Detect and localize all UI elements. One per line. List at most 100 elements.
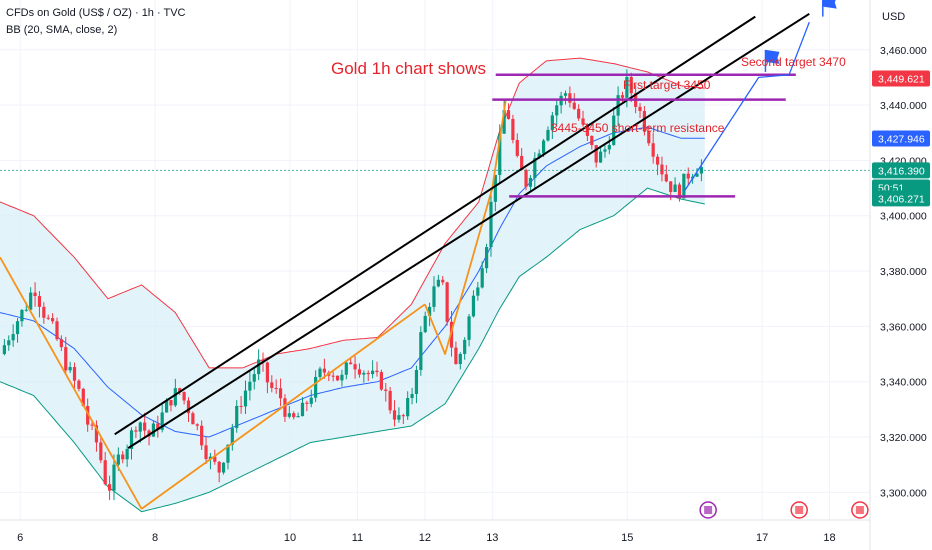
candle-body [217,461,221,473]
candle-body [305,402,309,404]
candle-body [230,428,234,445]
candle-body [314,376,318,398]
candle-body [397,415,401,420]
candle-body [515,140,519,156]
price-label-box [872,162,930,179]
x-tick-label: 13 [486,532,498,544]
candle-body [647,131,651,144]
candle-body [598,151,603,163]
indicator-label[interactable]: BB (20, SMA, close, 2) [6,24,118,36]
candle-body [51,318,55,322]
y-tick-label: 3,300.000 [880,487,927,499]
trendlines [0,0,870,510]
candle-body [221,462,226,473]
candle-body [524,169,528,187]
candle-body [296,416,300,418]
candle-body [11,334,15,341]
candle-body [458,353,462,365]
candle-body [607,144,611,150]
candle-body [195,424,199,426]
candle-body [550,115,554,130]
candle-body [533,158,537,178]
candle-body [401,415,405,417]
candle-body [349,362,353,365]
candle-body [121,454,125,460]
price-label-box [872,130,930,147]
candle-body [318,368,322,377]
annotation-first-target: First target 3450 [623,78,711,92]
candle-body [572,102,576,109]
candle-body [375,370,379,373]
candle-body [252,374,256,382]
candle-body [20,309,24,322]
x-tick-label: 17 [756,532,768,544]
candle-body [568,93,572,103]
candle-body [546,129,550,141]
event-icon-mark [795,506,804,514]
candle-body [682,173,686,199]
candle-body [379,372,383,390]
candle-body [463,339,467,354]
candle-body [94,425,99,443]
candle-body [620,95,625,98]
candle-body [476,287,480,296]
candle-body [134,430,138,432]
candle-body [695,173,699,177]
candle-body [278,388,283,399]
chart-title: Gold 1h chart shows [331,59,486,78]
event-icons[interactable] [699,501,869,519]
candle-body [24,309,28,311]
candle-body [454,347,458,365]
candle-body [68,367,72,371]
flag-icon [822,0,837,9]
candle-body [46,317,50,319]
candle-body [15,321,20,335]
candle-body [191,413,195,425]
candle-body [300,402,305,417]
candle-body [55,321,59,340]
x-tick-label: 12 [419,532,431,544]
x-tick-label: 15 [621,532,633,544]
candle-body [235,405,239,429]
flag-icon [765,49,780,64]
candle-body [335,375,340,381]
candle-body [173,388,177,406]
candle-body [243,390,248,407]
candle-body [677,184,682,199]
y-tick-label: 3,380.000 [880,266,927,278]
bb-upper-line [0,57,705,369]
candle-body [151,423,156,437]
candle-body [340,374,344,381]
candle-body [29,292,33,310]
candle-body [103,460,107,485]
candle-body [520,155,524,170]
candle-body [226,444,230,463]
candle-body [660,164,664,175]
candle-body [651,143,655,157]
candle-body [669,181,673,192]
candle-body [603,149,607,152]
candle-body [673,184,677,192]
trendline-black [114,15,756,436]
candle-body [86,406,90,425]
candle-body [581,118,585,125]
candle-body [200,425,204,446]
bb-basis-line [0,126,705,438]
price-axis[interactable]: 3,300.000 3,320.000 3,340.000 3,360.000 3,38… [869,0,932,550]
candle-body [77,380,81,389]
trendline-blue [683,21,810,192]
candle-body [164,400,169,413]
candle-body [541,140,546,154]
time-axis[interactable]: 6 8 10 11 12 13 15 17 18 [0,519,870,544]
candle-body [239,405,243,407]
candle-body [2,345,6,355]
candle-body [138,422,142,432]
currency-label[interactable]: USD [882,11,906,23]
candle-body [33,292,37,297]
candle-body [498,133,502,175]
candle-body [42,306,46,318]
trendline-black [127,12,810,449]
y-tick-label: 3,440.000 [880,100,927,112]
candle-body [112,464,116,491]
